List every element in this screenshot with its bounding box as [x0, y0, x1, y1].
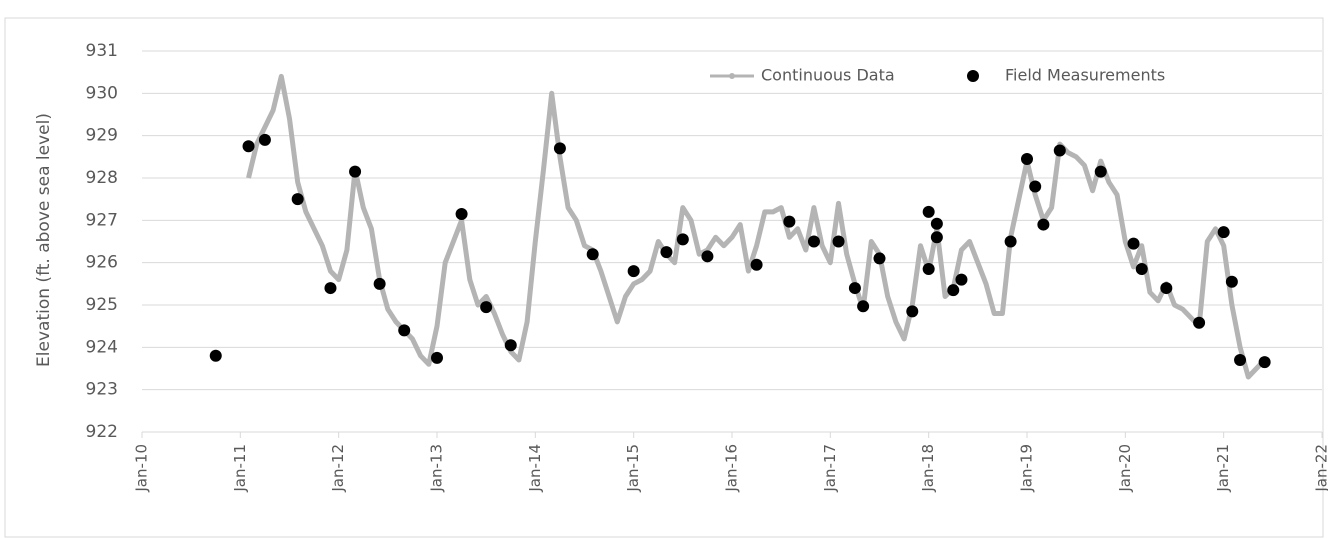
x-tick-label: Jan-17	[821, 444, 839, 493]
field-point	[349, 165, 362, 178]
field-point	[1258, 356, 1271, 369]
y-tick-label: 928	[86, 168, 118, 188]
field-point	[291, 193, 304, 206]
y-tick-label: 929	[86, 126, 118, 146]
chart-frame	[4, 17, 1324, 538]
field-point	[857, 300, 870, 313]
x-tick-label: Jan-20	[1116, 444, 1134, 493]
field-point	[258, 133, 271, 146]
field-point	[873, 252, 886, 265]
field-point	[1234, 354, 1247, 367]
field-point	[324, 282, 337, 295]
field-point	[1004, 235, 1017, 248]
field-point	[807, 235, 820, 248]
field-point	[455, 207, 468, 220]
field-point	[783, 215, 796, 228]
legend-swatch	[967, 70, 979, 82]
field-point	[431, 351, 443, 364]
field-point	[1094, 165, 1107, 178]
field-point	[701, 250, 714, 263]
field-point	[947, 284, 960, 297]
legend-label: Field Measurements	[1005, 66, 1165, 85]
x-tick-label: Jan-14	[526, 444, 544, 493]
field-point	[955, 273, 968, 286]
field-point	[1021, 152, 1033, 165]
x-tick-label: Jan-11	[231, 444, 249, 493]
legend-label: Continuous Data	[761, 66, 895, 85]
field-point	[209, 349, 222, 362]
x-tick-label: Jan-13	[428, 444, 446, 493]
x-tick-label: Jan-16	[723, 444, 741, 493]
y-tick-label: 924	[86, 337, 118, 357]
field-point	[906, 305, 919, 318]
field-point	[242, 140, 255, 153]
field-point	[750, 258, 763, 271]
x-tick-label: Jan-22	[1313, 444, 1328, 493]
y-tick-label: 930	[86, 83, 118, 103]
field-point	[922, 205, 935, 218]
y-tick-label: 927	[86, 210, 118, 230]
y-tick-label: 931	[86, 41, 118, 61]
y-tick-label: 925	[86, 295, 118, 315]
field-point	[627, 265, 640, 278]
legend-swatch-dot	[729, 73, 735, 79]
field-point	[660, 246, 673, 259]
field-point	[930, 231, 943, 244]
field-point	[1127, 237, 1140, 250]
y-axis-title: Elevation (ft. above sea level)	[34, 113, 54, 367]
y-tick-label: 923	[86, 380, 118, 400]
field-point	[1217, 226, 1230, 239]
field-point	[553, 142, 566, 155]
field-point	[373, 277, 386, 290]
field-point	[480, 301, 493, 314]
x-tick-label: Jan-21	[1214, 444, 1232, 493]
x-tick-label: Jan-19	[1018, 444, 1036, 493]
y-tick-label: 922	[86, 422, 118, 442]
field-point	[848, 282, 861, 295]
field-point	[1029, 180, 1042, 193]
field-point	[1193, 316, 1206, 329]
field-point	[676, 233, 689, 246]
field-point	[586, 248, 599, 261]
field-point	[1160, 282, 1173, 295]
field-point	[1037, 218, 1050, 231]
field-point	[922, 263, 935, 276]
field-point	[930, 217, 943, 230]
y-tick-label: 926	[86, 253, 118, 273]
field-point	[1135, 263, 1148, 276]
x-tick-label: Jan-15	[624, 444, 642, 493]
field-point	[832, 235, 845, 248]
field-point	[1225, 275, 1238, 288]
x-tick-label: Jan-10	[133, 444, 151, 493]
x-tick-label: Jan-18	[919, 444, 937, 493]
field-point	[398, 324, 411, 337]
field-point	[504, 339, 517, 352]
continuous-line	[246, 73, 1267, 380]
field-point	[1053, 144, 1066, 157]
x-tick-label: Jan-12	[329, 444, 347, 493]
